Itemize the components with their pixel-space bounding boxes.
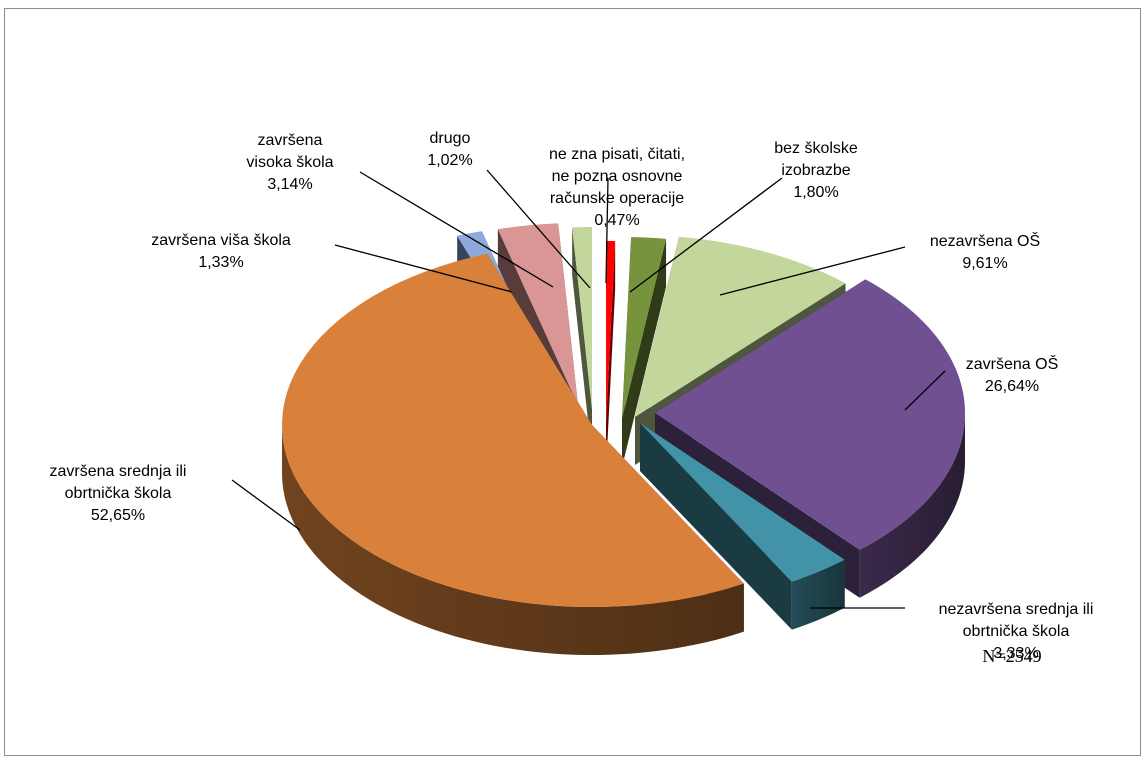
leader-lines (231, 169, 946, 609)
sample-size-note: N=2549 (982, 646, 1041, 666)
slice-top-zavrsena_os (655, 279, 965, 550)
leader-line-drugo (486, 169, 591, 289)
slice-label-nezavrsena_srednja: nezavršena srednja ili obrtnička škola 3,3… (939, 601, 1094, 662)
slice-nezavrsena_srednja (640, 423, 845, 630)
slice-label-line: završena srednja ili (50, 463, 187, 480)
slice-label-line: 1,33% (198, 254, 243, 271)
slice-cut-ne_zna-1 (606, 241, 616, 471)
slice-label-line: 0,47% (594, 212, 639, 229)
slice-label-line: bez školske (774, 140, 858, 157)
slice-label-line: ne pozna osnovne (552, 168, 683, 185)
slice-label-line: nezavršena OŠ (930, 231, 1040, 250)
slice-top-nezavrsena_srednja (640, 423, 845, 582)
slice-label-line: izobrazbe (781, 162, 850, 179)
slice-label-line: 26,64% (985, 378, 1039, 395)
leader-line-nezavrsena_os (719, 246, 906, 296)
slice-top-ne_zna (606, 241, 616, 423)
slice-label-line: ne zna pisati, čitati, (549, 146, 685, 163)
slice-label-zavrsena_srednja: završena srednja ili obrtnička škola 52,65… (50, 463, 187, 524)
slice-top-nezavrsena_os (635, 236, 846, 417)
slice-zavrsena_srednja (282, 253, 744, 655)
slice-label-line: završena (258, 132, 323, 149)
slice-label-line: 52,65% (91, 507, 145, 524)
slice-top-zavrsena_srednja (282, 253, 744, 607)
slice-label-line: visoka škola (246, 154, 333, 171)
slice-top-bez_skolske (622, 237, 667, 419)
slice-label-zavrsena_os: završena OŠ 26,64% (966, 354, 1058, 395)
slice-cut-bez_skolske-1 (622, 238, 667, 467)
slice-bez_skolske (622, 237, 667, 467)
slice-labels: ne zna pisati, čitati, ne pozna osnovne ra… (50, 130, 1094, 662)
slice-label-line: obrtnička škola (963, 623, 1070, 640)
slice-label-line: računske operacije (550, 190, 684, 207)
slice-wall-shade-nezavrsena_srednja (791, 559, 845, 630)
slice-label-line: 1,02% (427, 152, 472, 169)
slice-label-line: 3,33% (993, 645, 1038, 662)
slice-wall-shade-zavrsena_os (859, 413, 965, 598)
slice-label-line: nezavršena srednja ili (939, 601, 1094, 618)
slice-label-line: završena viša škola (151, 232, 291, 249)
slice-label-line: 1,80% (793, 184, 838, 201)
slice-label-drugo: drugo 1,02% (427, 130, 472, 169)
leader-line-bez_skolske (629, 177, 783, 293)
slice-label-line: završena OŠ (966, 354, 1058, 373)
slice-cut-drugo-0 (572, 227, 592, 457)
slice-label-zavrsena_visa: završena viša škola 1,33% (151, 232, 291, 271)
leader-line-zavrsena_os (904, 370, 946, 411)
slice-label-ne_zna: ne zna pisati, čitati, ne pozna osnovne ra… (549, 146, 685, 229)
slice-label-line: obrtnička škola (65, 485, 172, 502)
leader-line-zavrsena_visa (334, 244, 513, 293)
leader-line-zavrsena_visoka (359, 171, 554, 288)
slice-top-zavrsena_visoka (497, 223, 578, 405)
leader-line-ne_zna (605, 177, 609, 284)
leader-line-zavrsena_srednja (231, 479, 301, 531)
slice-ne_zna (606, 241, 616, 471)
slice-label-nezavrsena_os: nezavršena OŠ 9,61% (930, 231, 1040, 272)
slice-wall-shade-zavrsena_srednja (282, 425, 744, 655)
slice-label-line: 3,14% (267, 176, 312, 193)
slice-label-bez_skolske: bez školske izobrazbe 1,80% (774, 140, 858, 201)
pie-slices (282, 223, 965, 655)
slice-label-zavrsena_visoka: završena visoka škola 3,14% (246, 132, 333, 193)
slice-label-line: drugo (430, 130, 471, 147)
slice-label-line: 9,61% (962, 255, 1007, 272)
